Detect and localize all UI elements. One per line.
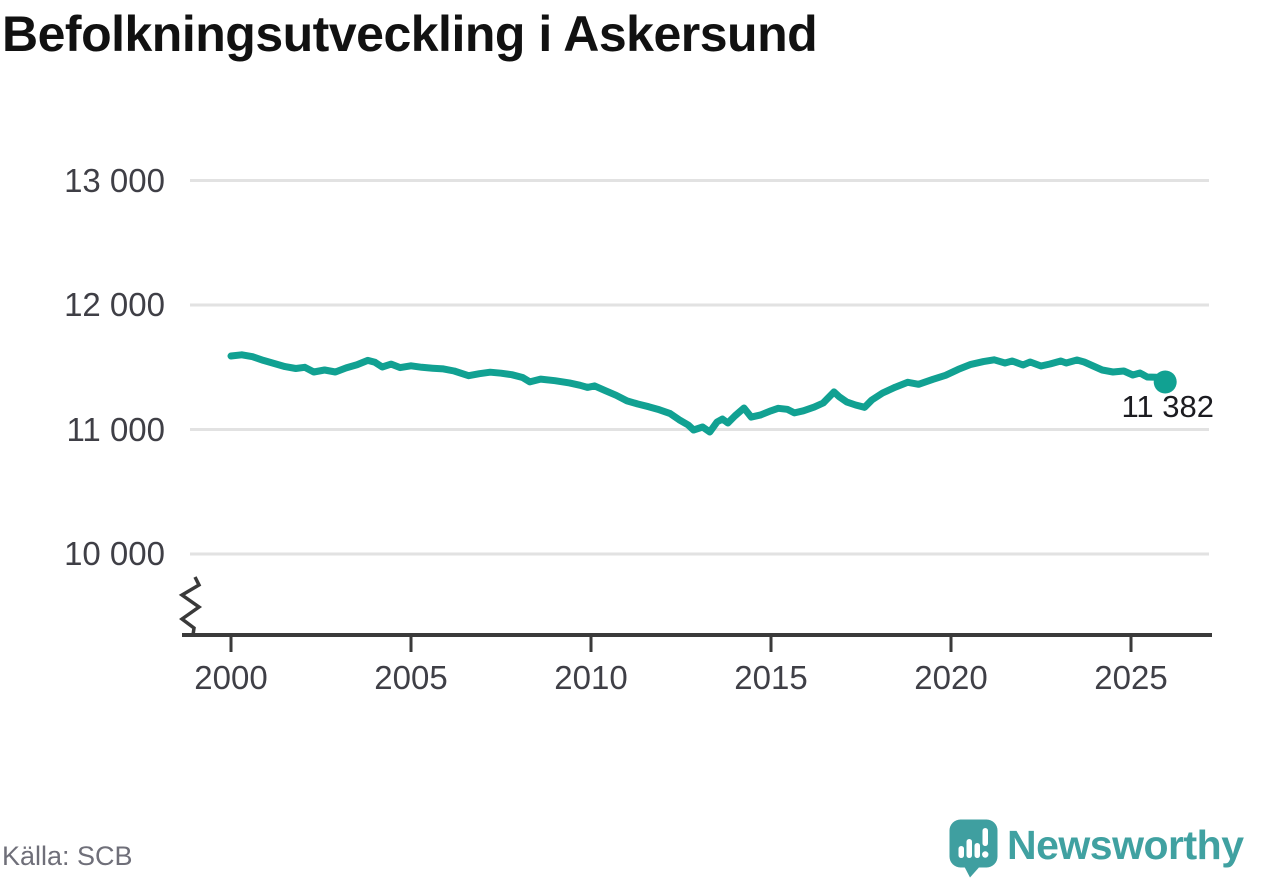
- x-axis-tick-marks: [229, 637, 1133, 652]
- x-tick-mark: [769, 637, 773, 652]
- chart-title: Befolkningsutveckling i Askersund: [2, 6, 818, 62]
- x-tick-label: 2025: [1094, 659, 1168, 696]
- x-tick-mark: [949, 637, 953, 652]
- y-tick-label: 13 000: [64, 161, 165, 199]
- newsworthy-wordmark: Newsworthy: [1007, 822, 1244, 868]
- x-tick-label: 2005: [374, 659, 448, 696]
- y-axis-break-icon: [178, 576, 203, 636]
- x-tick-mark: [1129, 637, 1133, 652]
- x-tick-label: 2010: [554, 659, 628, 696]
- x-tick-label: 2000: [194, 659, 268, 696]
- population-series-line: [227, 351, 1169, 436]
- newsworthy-branding: Newsworthy: [949, 818, 1262, 879]
- x-axis-line: [182, 633, 1212, 637]
- series-end-value-label: 11 382: [1121, 389, 1214, 424]
- x-tick-mark: [589, 637, 593, 652]
- x-tick-mark: [229, 637, 233, 652]
- newsworthy-logo-icon: [949, 819, 998, 878]
- x-tick-label: 2015: [734, 659, 808, 696]
- series-end-dot: [1153, 370, 1177, 394]
- y-tick-label: 10 000: [64, 535, 165, 572]
- source-caption: Källa: SCB: [2, 841, 133, 871]
- x-tick-mark: [409, 637, 413, 652]
- x-tick-label: 2020: [914, 659, 988, 696]
- y-tick-label: 11 000: [66, 410, 165, 448]
- y-tick-label: 12 000: [64, 286, 165, 323]
